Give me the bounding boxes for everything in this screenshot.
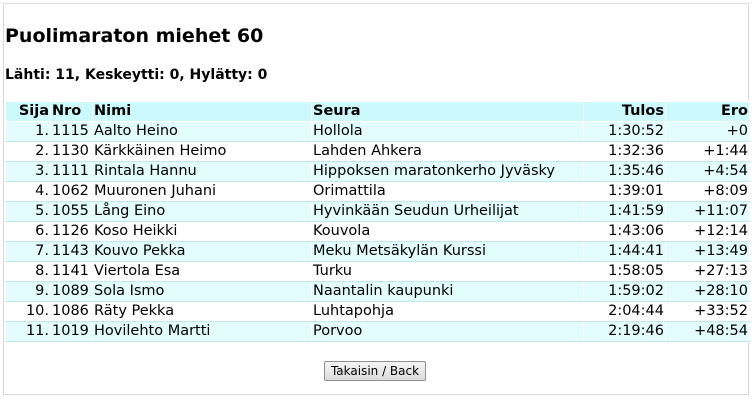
cell-tulos: 1:35:46 — [583, 161, 666, 182]
cell-seura: Orimattila — [311, 181, 584, 202]
back-button[interactable]: Takaisin / Back — [323, 361, 427, 381]
cell-ero: +33:52 — [665, 301, 750, 322]
table-row: 6. 1126 Koso Heikki Kouvola 1:43:06 +12:… — [5, 221, 750, 242]
cell-tulos: 2:04:44 — [583, 301, 666, 322]
table-row: 4. 1062 Muuronen Juhani Orimattila 1:39:… — [5, 181, 750, 202]
cell-seura: Kouvola — [311, 221, 584, 242]
table-row: 11. 1019 Hovilehto Martti Porvoo 2:19:46… — [5, 321, 750, 342]
page-title: Puolimaraton miehet 60 — [5, 25, 264, 47]
header-nro: Nro — [50, 101, 93, 122]
cell-tulos: 1:43:06 — [583, 221, 666, 242]
back-button-container: Takaisin / Back — [0, 361, 750, 381]
cell-nro: 1089 — [50, 281, 93, 302]
cell-nimi: Sola Ismo — [92, 281, 312, 302]
table-row: 2. 1130 Kärkkäinen Heimo Lahden Ahkera 1… — [5, 141, 750, 162]
cell-seura: Meku Metsäkylän Kurssi — [311, 241, 584, 262]
cell-ero: +48:54 — [665, 321, 750, 342]
table-row: 8. 1141 Viertola Esa Turku 1:58:05 +27:1… — [5, 261, 750, 282]
cell-nro: 1141 — [50, 261, 93, 282]
cell-nimi: Muuronen Juhani — [92, 181, 312, 202]
cell-sija: 1. — [5, 121, 51, 142]
cell-ero: +28:10 — [665, 281, 750, 302]
cell-ero: +11:07 — [665, 201, 750, 222]
cell-tulos: 1:41:59 — [583, 201, 666, 222]
cell-sija: 11. — [5, 321, 51, 342]
cell-nimi: Rintala Hannu — [92, 161, 312, 182]
cell-nro: 1126 — [50, 221, 93, 242]
cell-nimi: Kärkkäinen Heimo — [92, 141, 312, 162]
race-summary: Lähti: 11, Keskeytti: 0, Hylätty: 0 — [5, 67, 268, 83]
cell-sija: 10. — [5, 301, 51, 322]
cell-tulos: 1:30:52 — [583, 121, 666, 142]
cell-ero: +0 — [665, 121, 750, 142]
results-table: Sija Nro Nimi Seura Tulos Ero 1. 1115 Aa… — [5, 101, 750, 342]
cell-nro: 1111 — [50, 161, 93, 182]
cell-nimi: Koso Heikki — [92, 221, 312, 242]
cell-nimi: Räty Pekka — [92, 301, 312, 322]
cell-sija: 3. — [5, 161, 51, 182]
cell-nro: 1115 — [50, 121, 93, 142]
cell-seura: Hippoksen maratonkerho Jyväsky — [311, 161, 584, 182]
cell-nro: 1086 — [50, 301, 93, 322]
cell-ero: +13:49 — [665, 241, 750, 262]
cell-nro: 1143 — [50, 241, 93, 262]
cell-seura: Luhtapohja — [311, 301, 584, 322]
table-row: 5. 1055 Lång Eino Hyvinkään Seudun Urhei… — [5, 201, 750, 222]
table-row: 9. 1089 Sola Ismo Naantalin kaupunki 1:5… — [5, 281, 750, 302]
cell-nimi: Lång Eino — [92, 201, 312, 222]
cell-tulos: 1:39:01 — [583, 181, 666, 202]
header-tulos: Tulos — [583, 101, 666, 122]
cell-nro: 1062 — [50, 181, 93, 202]
cell-sija: 2. — [5, 141, 51, 162]
cell-sija: 5. — [5, 201, 51, 222]
cell-nro: 1130 — [50, 141, 93, 162]
header-sija: Sija — [5, 101, 51, 122]
cell-seura: Turku — [311, 261, 584, 282]
cell-ero: +1:44 — [665, 141, 750, 162]
cell-ero: +12:14 — [665, 221, 750, 242]
cell-seura: Hyvinkään Seudun Urheilijat — [311, 201, 584, 222]
cell-tulos: 1:44:41 — [583, 241, 666, 262]
cell-seura: Lahden Ahkera — [311, 141, 584, 162]
table-row: 7. 1143 Kouvo Pekka Meku Metsäkylän Kurs… — [5, 241, 750, 262]
table-row: 3. 1111 Rintala Hannu Hippoksen maratonk… — [5, 161, 750, 182]
cell-tulos: 2:19:46 — [583, 321, 666, 342]
header-ero: Ero — [665, 101, 750, 122]
cell-nro: 1055 — [50, 201, 93, 222]
cell-sija: 4. — [5, 181, 51, 202]
table-row: 1. 1115 Aalto Heino Hollola 1:30:52 +0 — [5, 121, 750, 142]
cell-ero: +8:09 — [665, 181, 750, 202]
table-row: 10. 1086 Räty Pekka Luhtapohja 2:04:44 +… — [5, 301, 750, 322]
cell-seura: Porvoo — [311, 321, 584, 342]
cell-sija: 9. — [5, 281, 51, 302]
cell-sija: 6. — [5, 221, 51, 242]
cell-seura: Hollola — [311, 121, 584, 142]
cell-ero: +4:54 — [665, 161, 750, 182]
cell-tulos: 1:32:36 — [583, 141, 666, 162]
header-seura: Seura — [311, 101, 584, 122]
header-nimi: Nimi — [92, 101, 312, 122]
cell-tulos: 1:59:02 — [583, 281, 666, 302]
cell-nimi: Aalto Heino — [92, 121, 312, 142]
cell-seura: Naantalin kaupunki — [311, 281, 584, 302]
cell-nimi: Hovilehto Martti — [92, 321, 312, 342]
cell-nimi: Viertola Esa — [92, 261, 312, 282]
cell-sija: 7. — [5, 241, 51, 262]
cell-sija: 8. — [5, 261, 51, 282]
cell-nimi: Kouvo Pekka — [92, 241, 312, 262]
cell-nro: 1019 — [50, 321, 93, 342]
cell-tulos: 1:58:05 — [583, 261, 666, 282]
cell-ero: +27:13 — [665, 261, 750, 282]
table-header-row: Sija Nro Nimi Seura Tulos Ero — [5, 101, 750, 122]
